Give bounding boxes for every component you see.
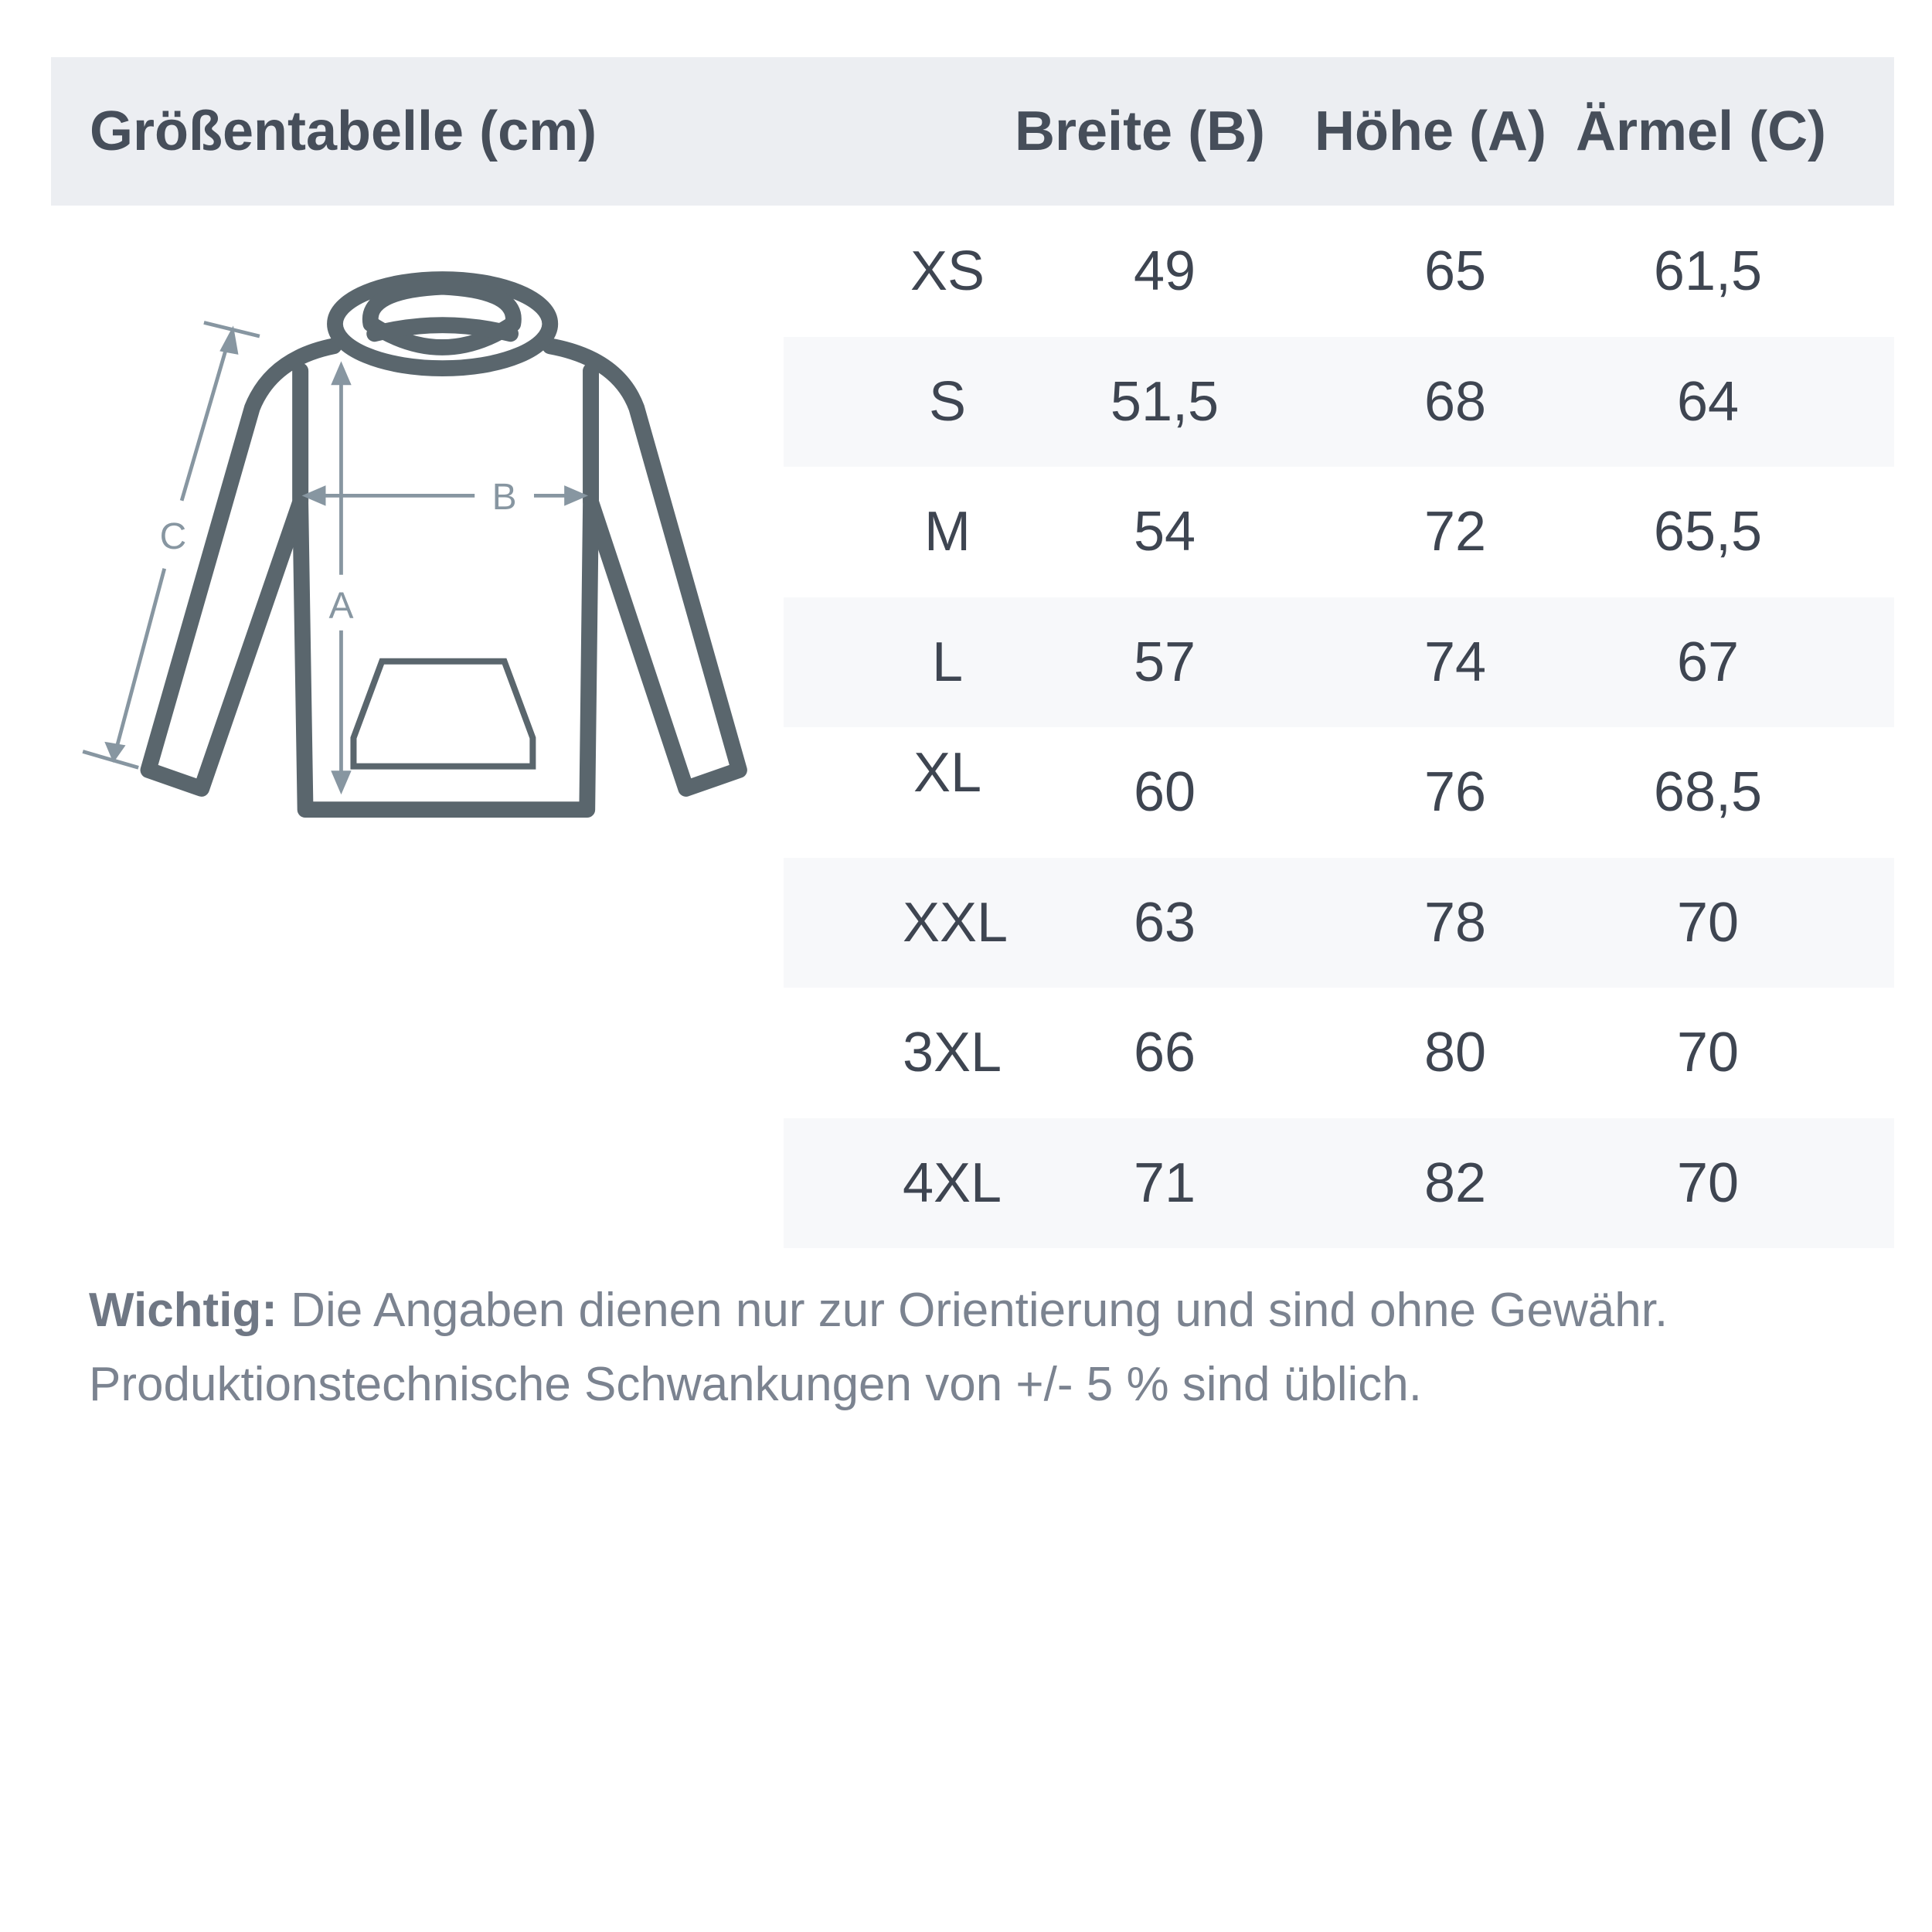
table-row: S 51,5 68 64 bbox=[784, 336, 1894, 467]
breite-cell: 66 bbox=[1133, 1022, 1196, 1083]
hoehe-cell: 68 bbox=[1423, 370, 1487, 433]
aermel-cell: 70 bbox=[1676, 1022, 1740, 1083]
width-arrow-head-right bbox=[564, 485, 589, 506]
size-cell: M bbox=[924, 501, 971, 563]
aermel-cell: 64 bbox=[1676, 370, 1740, 433]
hoehe-cell: 80 bbox=[1423, 1022, 1487, 1083]
size-table: XS 49 65 61,5 S 51,5 68 64 M 54 72 65,5 … bbox=[784, 206, 1894, 1248]
hood-inner bbox=[362, 278, 522, 355]
sleeve-arrow-line-bottom bbox=[113, 568, 167, 755]
label-c: C bbox=[160, 516, 187, 557]
hoehe-cell: 74 bbox=[1423, 631, 1487, 693]
table-row: 4XL 71 82 70 bbox=[784, 1117, 1894, 1248]
sleeve-tick-bottom bbox=[82, 750, 139, 770]
sleeve-arrow-line-top bbox=[179, 339, 231, 502]
breite-cell: 60 bbox=[1133, 761, 1196, 823]
note-text-2: Produktionstechnische Schwankungen von +… bbox=[89, 1358, 1422, 1411]
table-row: L 57 74 67 bbox=[784, 597, 1894, 727]
size-cell: 3XL bbox=[902, 1022, 1002, 1083]
column-header-breite: Breite (B) bbox=[1015, 100, 1266, 162]
size-cell: XS bbox=[910, 240, 985, 302]
pocket-outline bbox=[350, 658, 536, 770]
table-row: XL 60 76 68,5 bbox=[784, 727, 1894, 858]
aermel-cell: 65,5 bbox=[1653, 501, 1763, 563]
column-header-hoehe: Höhe (A) bbox=[1315, 100, 1546, 162]
hood-opening bbox=[366, 317, 519, 342]
breite-cell: 63 bbox=[1133, 891, 1196, 954]
sleeve-tick-top bbox=[203, 321, 260, 338]
hoehe-cell: 72 bbox=[1423, 501, 1487, 563]
sleeve-arrow-head-top bbox=[219, 325, 239, 355]
breite-cell: 57 bbox=[1133, 631, 1196, 693]
size-cell: L bbox=[931, 631, 964, 693]
note-text-1: Die Angaben dienen nur zur Orientierung … bbox=[277, 1284, 1668, 1337]
hoehe-cell: 65 bbox=[1423, 240, 1487, 302]
body-outline bbox=[292, 362, 599, 818]
label-a: A bbox=[328, 586, 353, 627]
size-cell: XXL bbox=[902, 891, 1009, 954]
hoehe-cell: 78 bbox=[1423, 891, 1487, 954]
left-sleeve-outline bbox=[140, 338, 342, 797]
breite-cell: 71 bbox=[1133, 1151, 1196, 1214]
aermel-cell: 70 bbox=[1676, 1151, 1740, 1214]
breite-cell: 51,5 bbox=[1110, 370, 1219, 433]
width-arrow-head-left bbox=[301, 485, 326, 506]
table-row: XXL 63 78 70 bbox=[784, 857, 1894, 988]
aermel-cell: 61,5 bbox=[1653, 240, 1763, 302]
breite-cell: 54 bbox=[1133, 501, 1196, 563]
sleeve-arrow-head-bottom bbox=[104, 741, 126, 764]
table-header: Größentabelle (cm) Breite (B) Höhe (A) Ä… bbox=[51, 57, 1894, 206]
table-row: 3XL 66 80 70 bbox=[784, 988, 1894, 1118]
hood-outer bbox=[327, 271, 559, 377]
right-sleeve-outline bbox=[542, 338, 747, 797]
size-cell: S bbox=[928, 370, 967, 433]
height-arrow-head-top bbox=[331, 361, 352, 386]
column-header-aermel: Ärmel (C) bbox=[1576, 100, 1827, 162]
note-line-1: Wichtig: Die Angaben dienen nur zur Orie… bbox=[89, 1283, 1668, 1338]
aermel-cell: 70 bbox=[1676, 891, 1740, 954]
size-cell: 4XL bbox=[902, 1151, 1002, 1214]
label-b: B bbox=[492, 477, 517, 518]
table-row: XS 49 65 61,5 bbox=[784, 206, 1894, 337]
hoehe-cell: 76 bbox=[1423, 761, 1487, 823]
height-arrow-head-bottom bbox=[331, 770, 352, 795]
aermel-cell: 67 bbox=[1676, 631, 1740, 693]
breite-cell: 49 bbox=[1133, 240, 1196, 302]
note-label: Wichtig: bbox=[89, 1284, 277, 1337]
hoehe-cell: 82 bbox=[1423, 1151, 1487, 1214]
table-row: M 54 72 65,5 bbox=[784, 467, 1894, 597]
size-cell: XL bbox=[913, 742, 982, 804]
page-title: Größentabelle (cm) bbox=[90, 100, 597, 162]
aermel-cell: 68,5 bbox=[1653, 761, 1763, 823]
